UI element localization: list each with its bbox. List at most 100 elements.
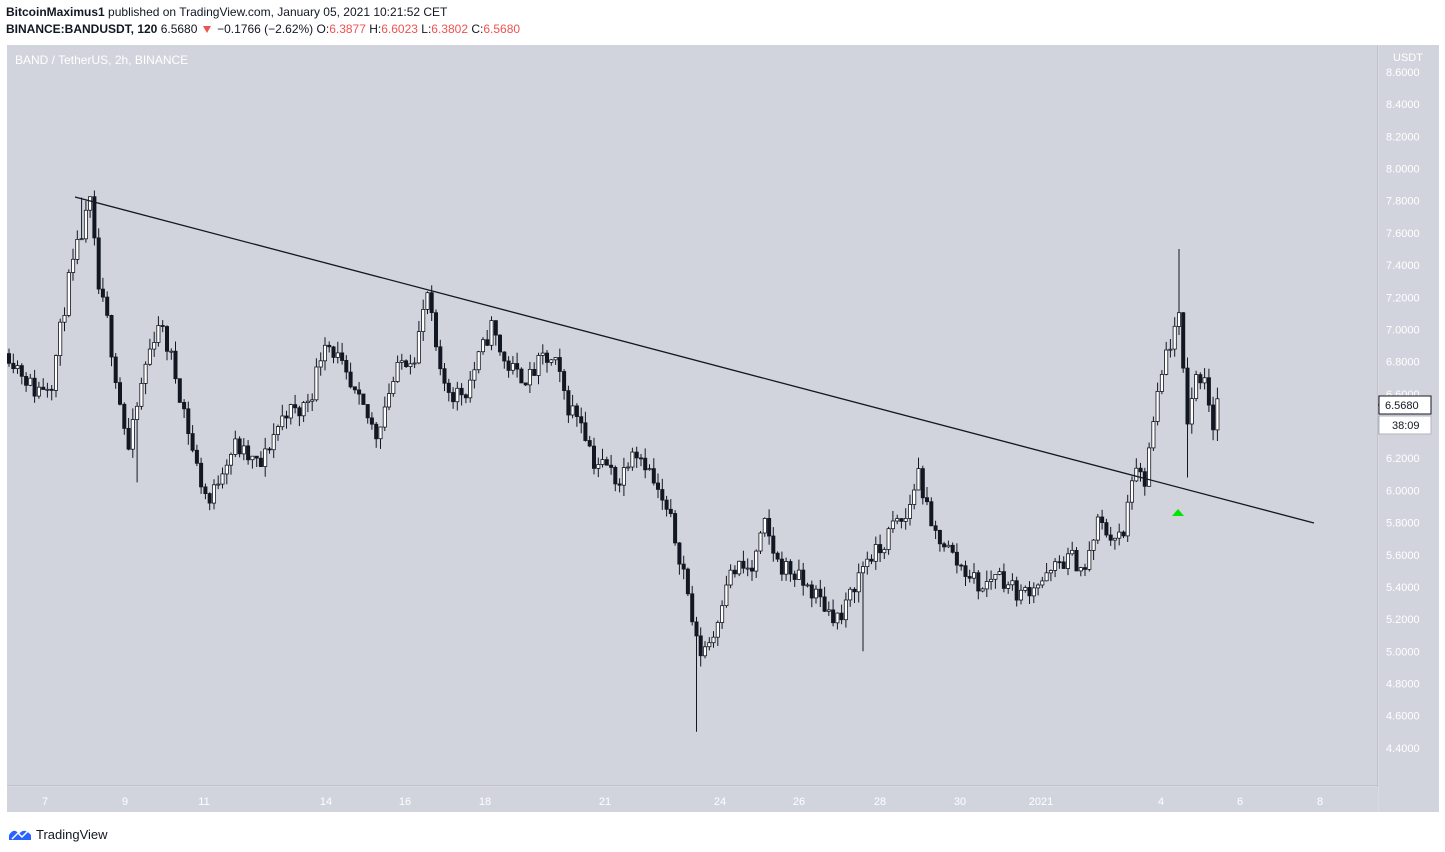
candle-down bbox=[177, 378, 182, 403]
x-tick-label: 8 bbox=[1317, 796, 1323, 808]
candle-down bbox=[519, 368, 524, 384]
candle-down bbox=[293, 404, 298, 409]
candle-down bbox=[792, 573, 797, 580]
candle-down bbox=[592, 445, 597, 469]
candle-down bbox=[357, 389, 362, 395]
x-tick-label: 16 bbox=[399, 796, 411, 808]
candle-down bbox=[937, 530, 942, 545]
candle-up bbox=[228, 453, 233, 466]
candle-up bbox=[395, 361, 400, 382]
open-value: 6.3877 bbox=[329, 22, 366, 36]
descending-trendline[interactable] bbox=[74, 196, 1315, 524]
y-tick-label: 8.6000 bbox=[1386, 67, 1420, 79]
candle-down bbox=[673, 513, 678, 544]
candle-up bbox=[835, 612, 840, 624]
candle-up bbox=[886, 528, 891, 550]
candle-down bbox=[767, 518, 772, 537]
candle-up bbox=[1177, 312, 1182, 327]
candle-down bbox=[690, 593, 695, 623]
candle-up bbox=[861, 566, 866, 574]
candle-up bbox=[997, 571, 1002, 575]
candle-down bbox=[105, 296, 110, 316]
y-tick-label: 6.8000 bbox=[1386, 357, 1420, 369]
published-text: published on TradingView.com, January 05… bbox=[108, 5, 448, 19]
candle-up bbox=[1130, 480, 1135, 503]
candle-down bbox=[681, 563, 686, 570]
low-value: 6.3802 bbox=[431, 22, 468, 36]
candle-up bbox=[275, 426, 280, 435]
candle-up bbox=[758, 532, 763, 552]
candle-down bbox=[954, 551, 959, 566]
candle-down bbox=[463, 394, 468, 399]
price-tag bbox=[1378, 395, 1432, 415]
close-value: 6.5680 bbox=[483, 22, 521, 36]
candle-up bbox=[553, 357, 558, 361]
y-tick-label: 8.4000 bbox=[1386, 99, 1420, 111]
x-tick-label: 6 bbox=[1237, 796, 1243, 808]
candle-up bbox=[476, 351, 481, 371]
candle-up bbox=[71, 258, 76, 273]
candle-down bbox=[651, 468, 656, 484]
tradingview-footer[interactable]: TradingView bbox=[8, 824, 108, 844]
candle-up bbox=[630, 451, 635, 468]
candle-up bbox=[391, 381, 396, 395]
candle-up bbox=[45, 388, 50, 391]
candle-down bbox=[237, 438, 242, 455]
y-tick-label: 5.8000 bbox=[1386, 518, 1420, 530]
chart-pane[interactable] bbox=[7, 45, 1378, 786]
candle-down bbox=[515, 363, 520, 370]
candle-down bbox=[732, 569, 737, 575]
candle-down bbox=[438, 346, 443, 370]
candle-up bbox=[510, 363, 515, 371]
candle-down bbox=[246, 445, 251, 461]
candle-up bbox=[1202, 377, 1207, 384]
candle-down bbox=[118, 382, 123, 405]
candle-up bbox=[720, 605, 725, 623]
candle-up bbox=[626, 466, 631, 469]
x-tick-label: 9 bbox=[122, 796, 128, 808]
candle-up bbox=[972, 572, 977, 579]
close-label: C: bbox=[471, 22, 484, 36]
candle-up bbox=[310, 399, 315, 402]
candle-up bbox=[993, 574, 998, 580]
symbol-name[interactable]: BINANCE:BANDUSDT, 120 bbox=[6, 22, 158, 36]
candle-up bbox=[318, 360, 323, 368]
candle-down bbox=[109, 314, 114, 358]
candle-down bbox=[779, 558, 784, 575]
candle-up bbox=[408, 363, 413, 367]
candle-up bbox=[322, 344, 327, 362]
candle-up bbox=[1070, 550, 1075, 555]
x-tick-label: 21 bbox=[599, 796, 611, 808]
candle-up bbox=[805, 584, 810, 587]
time-axis[interactable] bbox=[7, 787, 1378, 812]
candle-up bbox=[139, 382, 144, 407]
candle-up bbox=[908, 504, 913, 519]
candle-up bbox=[301, 402, 306, 417]
candle-up bbox=[66, 272, 71, 316]
candle-up bbox=[1006, 584, 1011, 589]
candle-up bbox=[762, 518, 767, 534]
y-tick-label: 4.4000 bbox=[1386, 743, 1420, 755]
candle-up bbox=[489, 320, 494, 346]
candle-up bbox=[1036, 584, 1041, 589]
candle-up bbox=[412, 362, 417, 365]
candle-up bbox=[1053, 561, 1058, 571]
candle-down bbox=[19, 365, 24, 377]
x-tick-label: 14 bbox=[320, 796, 332, 808]
candle-up bbox=[135, 405, 140, 420]
author-name[interactable]: BitcoinMaximus1 bbox=[6, 5, 105, 19]
countdown-tag-text: 38:09 bbox=[1392, 420, 1420, 432]
candle-down bbox=[1104, 522, 1109, 536]
candle-down bbox=[24, 375, 29, 386]
candle-down bbox=[613, 466, 618, 485]
candle-up bbox=[570, 405, 575, 416]
candle-down bbox=[173, 350, 178, 380]
candle-down bbox=[1001, 571, 1006, 589]
candle-up bbox=[305, 400, 310, 404]
candle-up bbox=[263, 448, 268, 467]
y-tick-label: 7.8000 bbox=[1386, 196, 1420, 208]
candle-down bbox=[182, 401, 187, 410]
candle-up bbox=[271, 434, 276, 451]
candle-down bbox=[1181, 312, 1186, 369]
